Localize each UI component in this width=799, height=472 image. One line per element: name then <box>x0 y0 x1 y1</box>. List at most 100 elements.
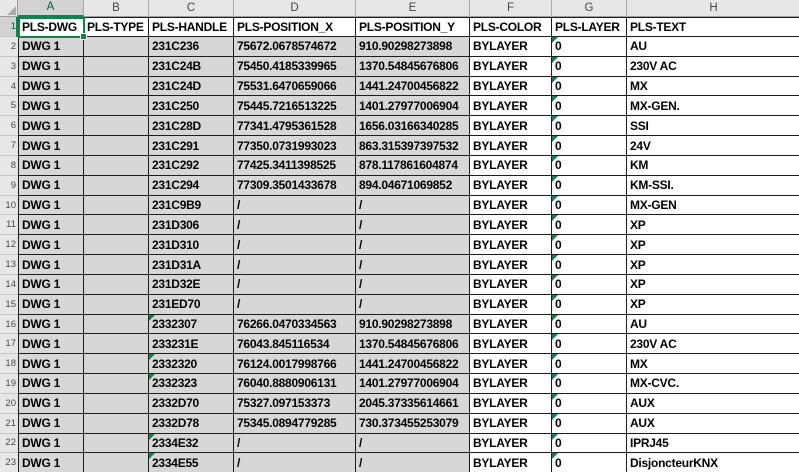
cell-B6[interactable] <box>84 116 149 137</box>
cell-G15[interactable]: 0 <box>552 294 627 315</box>
cell-C23[interactable]: 2334E55 <box>149 453 234 472</box>
cell-A15[interactable]: DWG 1 <box>18 294 84 315</box>
column-header-B[interactable]: B <box>84 0 149 17</box>
cell-E6[interactable]: 1656.03166340285 <box>356 116 470 137</box>
cell-F17[interactable]: BYLAYER <box>470 334 552 355</box>
row-header-10[interactable]: 10 <box>0 195 18 216</box>
cell-A8[interactable]: DWG 1 <box>18 155 84 176</box>
column-header-E[interactable]: E <box>356 0 470 17</box>
cell-G1[interactable]: PLS-LAYER <box>552 17 627 37</box>
cell-B18[interactable] <box>84 354 149 375</box>
row-header-23[interactable]: 23 <box>0 453 18 472</box>
cell-H19[interactable]: MX-CVC. <box>627 374 799 394</box>
cell-B19[interactable] <box>84 374 149 394</box>
cell-G2[interactable]: 0 <box>552 37 627 57</box>
row-header-2[interactable]: 2 <box>0 37 18 57</box>
cell-A3[interactable]: DWG 1 <box>18 56 84 77</box>
cell-A23[interactable]: DWG 1 <box>18 453 84 472</box>
cell-D18[interactable]: 76124.0017998766 <box>234 354 356 375</box>
cell-H17[interactable]: 230V AC <box>627 334 799 355</box>
cell-B16[interactable] <box>84 314 149 335</box>
cell-E11[interactable]: / <box>356 215 470 236</box>
cell-D20[interactable]: 75327.097153373 <box>234 393 356 414</box>
cell-G13[interactable]: 0 <box>552 255 627 275</box>
cell-A10[interactable]: DWG 1 <box>18 195 84 216</box>
cell-H20[interactable]: AUX <box>627 393 799 414</box>
row-header-3[interactable]: 3 <box>0 56 18 77</box>
cell-E12[interactable]: / <box>356 235 470 256</box>
cell-E8[interactable]: 878.117861604874 <box>356 155 470 176</box>
cell-B7[interactable] <box>84 136 149 156</box>
cell-C5[interactable]: 231C250 <box>149 96 234 117</box>
cell-B23[interactable] <box>84 453 149 472</box>
cell-G14[interactable]: 0 <box>552 274 627 295</box>
cell-F11[interactable]: BYLAYER <box>470 215 552 236</box>
cell-C4[interactable]: 231C24D <box>149 76 234 97</box>
row-header-21[interactable]: 21 <box>0 413 18 434</box>
row-header-14[interactable]: 14 <box>0 274 18 295</box>
cell-A16[interactable]: DWG 1 <box>18 314 84 335</box>
cell-F22[interactable]: BYLAYER <box>470 433 552 454</box>
cell-D13[interactable]: / <box>234 255 356 275</box>
cell-G7[interactable]: 0 <box>552 136 627 156</box>
cell-A21[interactable]: DWG 1 <box>18 413 84 434</box>
cell-E22[interactable]: / <box>356 433 470 454</box>
cell-H22[interactable]: IPRJ45 <box>627 433 799 454</box>
cell-H3[interactable]: 230V AC <box>627 56 799 77</box>
cell-A13[interactable]: DWG 1 <box>18 255 84 275</box>
cell-D4[interactable]: 75531.6470659066 <box>234 76 356 97</box>
cell-C10[interactable]: 231C9B9 <box>149 195 234 216</box>
cell-C18[interactable]: 2332320 <box>149 354 234 375</box>
cell-E19[interactable]: 1401.27977006904 <box>356 374 470 394</box>
cell-F5[interactable]: BYLAYER <box>470 96 552 117</box>
row-header-18[interactable]: 18 <box>0 354 18 375</box>
cell-G3[interactable]: 0 <box>552 56 627 77</box>
cell-B8[interactable] <box>84 155 149 176</box>
column-header-D[interactable]: D <box>234 0 356 17</box>
cell-F2[interactable]: BYLAYER <box>470 37 552 57</box>
cell-F3[interactable]: BYLAYER <box>470 56 552 77</box>
cell-B20[interactable] <box>84 393 149 414</box>
cell-A6[interactable]: DWG 1 <box>18 116 84 137</box>
cell-C22[interactable]: 2334E32 <box>149 433 234 454</box>
cell-G6[interactable]: 0 <box>552 116 627 137</box>
cell-F12[interactable]: BYLAYER <box>470 235 552 256</box>
cell-E18[interactable]: 1441.24700456822 <box>356 354 470 375</box>
cell-D2[interactable]: 75672.0678574672 <box>234 37 356 57</box>
row-header-16[interactable]: 16 <box>0 314 18 335</box>
cell-D12[interactable]: / <box>234 235 356 256</box>
row-header-12[interactable]: 12 <box>0 235 18 256</box>
cell-B9[interactable] <box>84 175 149 196</box>
cell-H9[interactable]: KM-SSI. <box>627 175 799 196</box>
cell-E23[interactable]: / <box>356 453 470 472</box>
cell-F16[interactable]: BYLAYER <box>470 314 552 335</box>
cell-A7[interactable]: DWG 1 <box>18 136 84 156</box>
cell-D6[interactable]: 77341.4795361528 <box>234 116 356 137</box>
cell-B4[interactable] <box>84 76 149 97</box>
row-header-22[interactable]: 22 <box>0 433 18 454</box>
cell-D8[interactable]: 77425.3411398525 <box>234 155 356 176</box>
cell-G12[interactable]: 0 <box>552 235 627 256</box>
row-header-7[interactable]: 7 <box>0 136 18 156</box>
cell-E10[interactable]: / <box>356 195 470 216</box>
column-header-C[interactable]: C <box>149 0 234 17</box>
cell-B21[interactable] <box>84 413 149 434</box>
column-header-A[interactable]: A <box>18 0 84 17</box>
cell-H16[interactable]: AU <box>627 314 799 335</box>
cell-E7[interactable]: 863.315397397532 <box>356 136 470 156</box>
cell-E3[interactable]: 1370.54845676806 <box>356 56 470 77</box>
cell-H8[interactable]: KM <box>627 155 799 176</box>
cell-B11[interactable] <box>84 215 149 236</box>
cell-G20[interactable]: 0 <box>552 393 627 414</box>
cell-F7[interactable]: BYLAYER <box>470 136 552 156</box>
cell-C15[interactable]: 231ED70 <box>149 294 234 315</box>
cell-B13[interactable] <box>84 255 149 275</box>
cell-B5[interactable] <box>84 96 149 117</box>
cell-A1[interactable]: PLS-DWG <box>18 17 84 37</box>
cell-G11[interactable]: 0 <box>552 215 627 236</box>
cell-E9[interactable]: 894.04671069852 <box>356 175 470 196</box>
cell-E5[interactable]: 1401.27977006904 <box>356 96 470 117</box>
cell-B22[interactable] <box>84 433 149 454</box>
cell-G9[interactable]: 0 <box>552 175 627 196</box>
cell-G19[interactable]: 0 <box>552 374 627 394</box>
